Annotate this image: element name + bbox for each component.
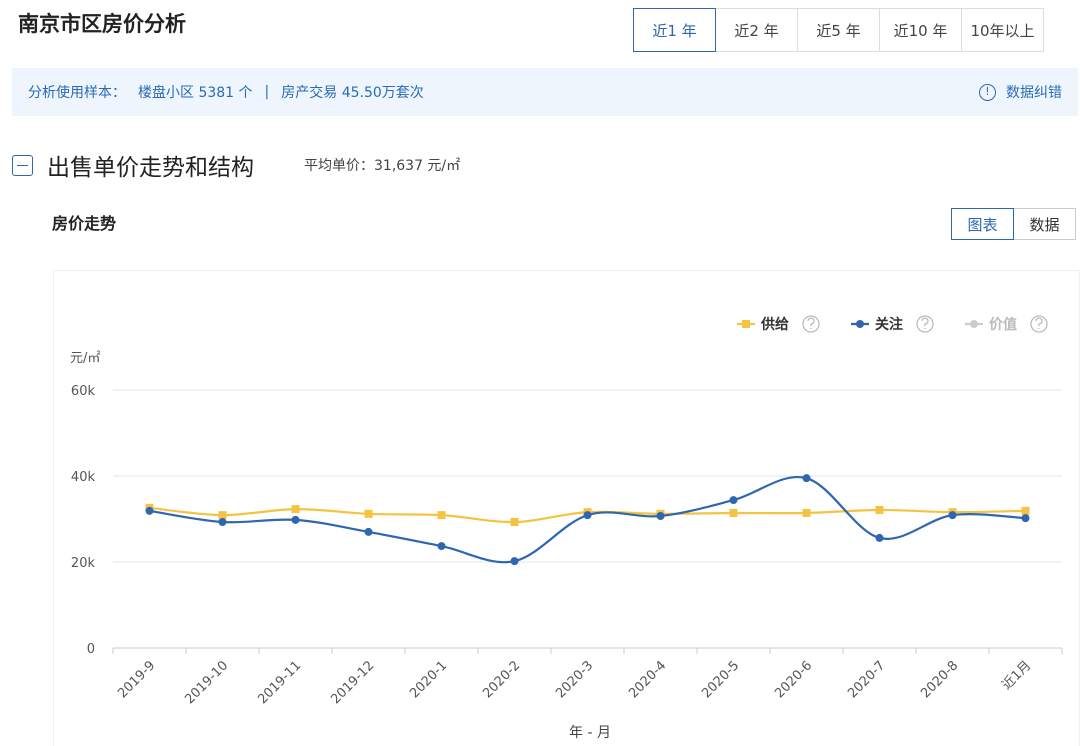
avg-label: 平均单价： (304, 158, 374, 174)
collapse-icon[interactable] (12, 154, 33, 176)
y-unit: 元/㎡ (70, 351, 100, 366)
point (970, 320, 978, 328)
help-icon (1030, 315, 1048, 333)
x-tick-label: 2019-11 (255, 658, 304, 707)
point (1021, 506, 1030, 515)
point (856, 320, 864, 328)
point (656, 511, 665, 520)
point (875, 533, 884, 542)
range-tab[interactable]: 近1 年 (633, 8, 716, 52)
point (742, 320, 750, 328)
sample-label: 分析使用样本： (28, 85, 126, 101)
x-tick-label: 2020-3 (553, 658, 596, 701)
x-axis-label: 年 - 月 (569, 725, 611, 741)
help-mark (921, 317, 929, 329)
point (875, 505, 884, 514)
chart: 元/㎡ 0 20k 40k 60k 2019-9 2019-10 2019-11 2019-12… (53, 270, 1080, 746)
series-line (149, 475, 1026, 564)
point (802, 474, 811, 483)
view-tab[interactable]: 图表 (951, 208, 1014, 240)
point (802, 508, 811, 517)
x-tick-label: 2020-7 (845, 658, 888, 701)
x-tick-label: 2020-1 (407, 658, 450, 701)
legend-item[interactable]: 关注 (851, 315, 934, 333)
range-tab[interactable]: 近10 年 (879, 8, 962, 52)
section-title: 出售单价走势和结构 (47, 155, 254, 181)
avg-value: 31,637 元/㎡ (374, 158, 461, 174)
point (291, 505, 300, 514)
subsection-title: 房价走势 (52, 214, 117, 233)
point (364, 527, 373, 536)
x-tick-label: 2020-4 (626, 658, 669, 701)
point (145, 506, 154, 515)
view-tabs: 图表 数据 (951, 208, 1076, 240)
legend-label: 价值 (989, 316, 1017, 333)
point (510, 557, 519, 566)
legend-label: 关注 (875, 316, 903, 333)
x-tick-label: 2020-5 (699, 658, 742, 701)
y-tick-label: 0 (87, 642, 95, 657)
y-tick-label: 40k (71, 470, 96, 485)
point (583, 511, 592, 520)
view-tab[interactable]: 数据 (1013, 208, 1076, 240)
help-mark (807, 317, 815, 329)
section-header: 出售单价走势和结构 平均单价： 31,637 元/㎡ (12, 148, 460, 182)
legend-item[interactable]: 价值 (965, 315, 1048, 333)
x-tick-label: 2019-10 (182, 658, 231, 707)
report-text: 数据纠错 (1006, 85, 1062, 101)
y-tick-label: 60k (71, 384, 96, 399)
help-icon (916, 315, 934, 333)
help-icon (802, 315, 820, 333)
x-tick-label: 近1月 (999, 658, 1034, 693)
point (948, 511, 957, 520)
point (364, 509, 373, 518)
help-mark (1035, 317, 1043, 329)
x-tick-label: 2019-12 (328, 658, 377, 707)
point (437, 542, 446, 551)
range-tab[interactable]: 近5 年 (797, 8, 880, 52)
x-tick-label: 2019-9 (115, 658, 158, 701)
x-tick-label: 2020-8 (918, 658, 961, 701)
community-count: 楼盘小区 5381 个 (138, 85, 253, 101)
range-tab[interactable]: 10年以上 (961, 8, 1044, 52)
point (1021, 514, 1030, 523)
point (729, 508, 738, 517)
separator: | (264, 84, 270, 100)
point (218, 518, 227, 527)
point (291, 515, 300, 524)
y-tick-label: 20k (71, 556, 96, 571)
report-button[interactable]: ! 数据纠错 (979, 82, 1062, 102)
x-tick-label: 2020-2 (480, 658, 523, 701)
range-tabs: 近1 年 近2 年 近5 年 近10 年 10年以上 (633, 8, 1044, 52)
transaction-count: 房产交易 45.50万套次 (281, 85, 424, 101)
point (437, 511, 446, 520)
info-bar: 分析使用样本： 楼盘小区 5381 个 | 房产交易 45.50万套次 ! 数据纠… (12, 68, 1078, 116)
legend-label: 供给 (760, 316, 789, 333)
legend-item[interactable]: 供给 (737, 315, 820, 333)
point (218, 511, 227, 520)
x-tick-label: 2020-6 (772, 658, 815, 701)
page-title: 南京市区房价分析 (18, 12, 186, 36)
point (510, 518, 519, 527)
point (729, 496, 738, 505)
range-tab[interactable]: 近2 年 (715, 8, 798, 52)
report-icon: ! (979, 83, 996, 101)
